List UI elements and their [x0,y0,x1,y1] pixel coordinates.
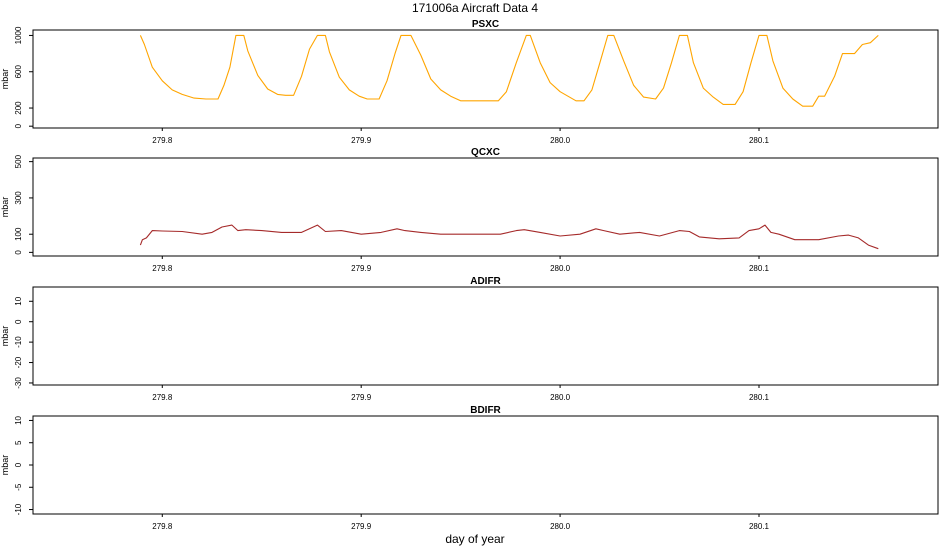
y-tick-label: -30 [14,377,23,389]
y-tick-label: 600 [14,65,23,79]
figure-title: 171006a Aircraft Data 4 [412,1,538,15]
x-tick-label: 279.8 [152,264,173,273]
y-tick-label: -5 [14,483,23,491]
panel-title: BDIFR [470,405,501,416]
y-axis-label: mbar [0,455,10,476]
panel-adifr: ADIFR -30 -20 -10 0 10 mbar 279.8 279.9 280.0 280.… [0,276,939,402]
y-tick-label: 200 [14,101,23,115]
plot-frame [32,157,939,257]
panel-title: PSXC [472,19,499,30]
x-tick-label: 280.1 [749,264,770,273]
y-tick-label: 100 [14,227,23,241]
x-tick-label: 279.8 [152,522,173,531]
x-tick-label: 279.9 [351,522,372,531]
y-tick-label: 300 [14,191,23,205]
y-tick-label: -20 [14,356,23,368]
y-tick-label: -10 [14,503,23,515]
y-axis-label: mbar [0,326,10,347]
y-tick-label: 0 [14,123,23,128]
y-tick-label: 0 [14,462,23,467]
x-tick-label: 280.1 [749,522,770,531]
y-axis-label: mbar [0,197,10,218]
y-tick-label: 500 [14,154,23,168]
panel-bdifr: BDIFR -10 -5 0 5 10 mbar 279.8 279.9 280.0 280.1 [0,405,939,531]
plot-frame [32,29,939,129]
y-tick-label: 0 [14,319,23,324]
y-tick-label: -10 [14,336,23,348]
x-tick-label: 279.8 [152,136,173,145]
panel-qcxc: QCXC 0 100 300 500 mbar 279.8 279.9 280.0 280.1 [0,147,939,273]
x-tick-label: 280.0 [550,264,571,273]
y-axis-label: mbar [0,69,10,90]
x-tick-label: 279.9 [351,393,372,402]
y-tick-label: 10 [14,415,23,424]
y-tick-label: 0 [14,250,23,255]
panel-title: QCXC [471,147,500,158]
x-tick-label: 280.1 [749,136,770,145]
y-tick-label: 1000 [14,26,23,44]
plot-frame [32,286,939,386]
plot-frame [32,415,939,515]
x-tick-label: 280.0 [550,393,571,402]
panel-title: ADIFR [470,276,501,287]
y-tick-label: 10 [14,296,23,305]
series-line-qcxc [139,224,879,250]
x-tick-label: 280.0 [550,136,571,145]
x-axis-label: day of year [445,532,504,546]
x-tick-label: 279.9 [351,136,372,145]
x-tick-label: 279.9 [351,264,372,273]
x-tick-label: 279.8 [152,393,173,402]
x-tick-label: 280.1 [749,393,770,402]
x-tick-label: 280.0 [550,522,571,531]
panel-psxc: PSXC 0 200 600 1000 mbar 279.8 279.9 280.0 280.1 [0,19,939,145]
series-line-psxc [139,34,879,107]
y-tick-label: 5 [14,440,23,445]
